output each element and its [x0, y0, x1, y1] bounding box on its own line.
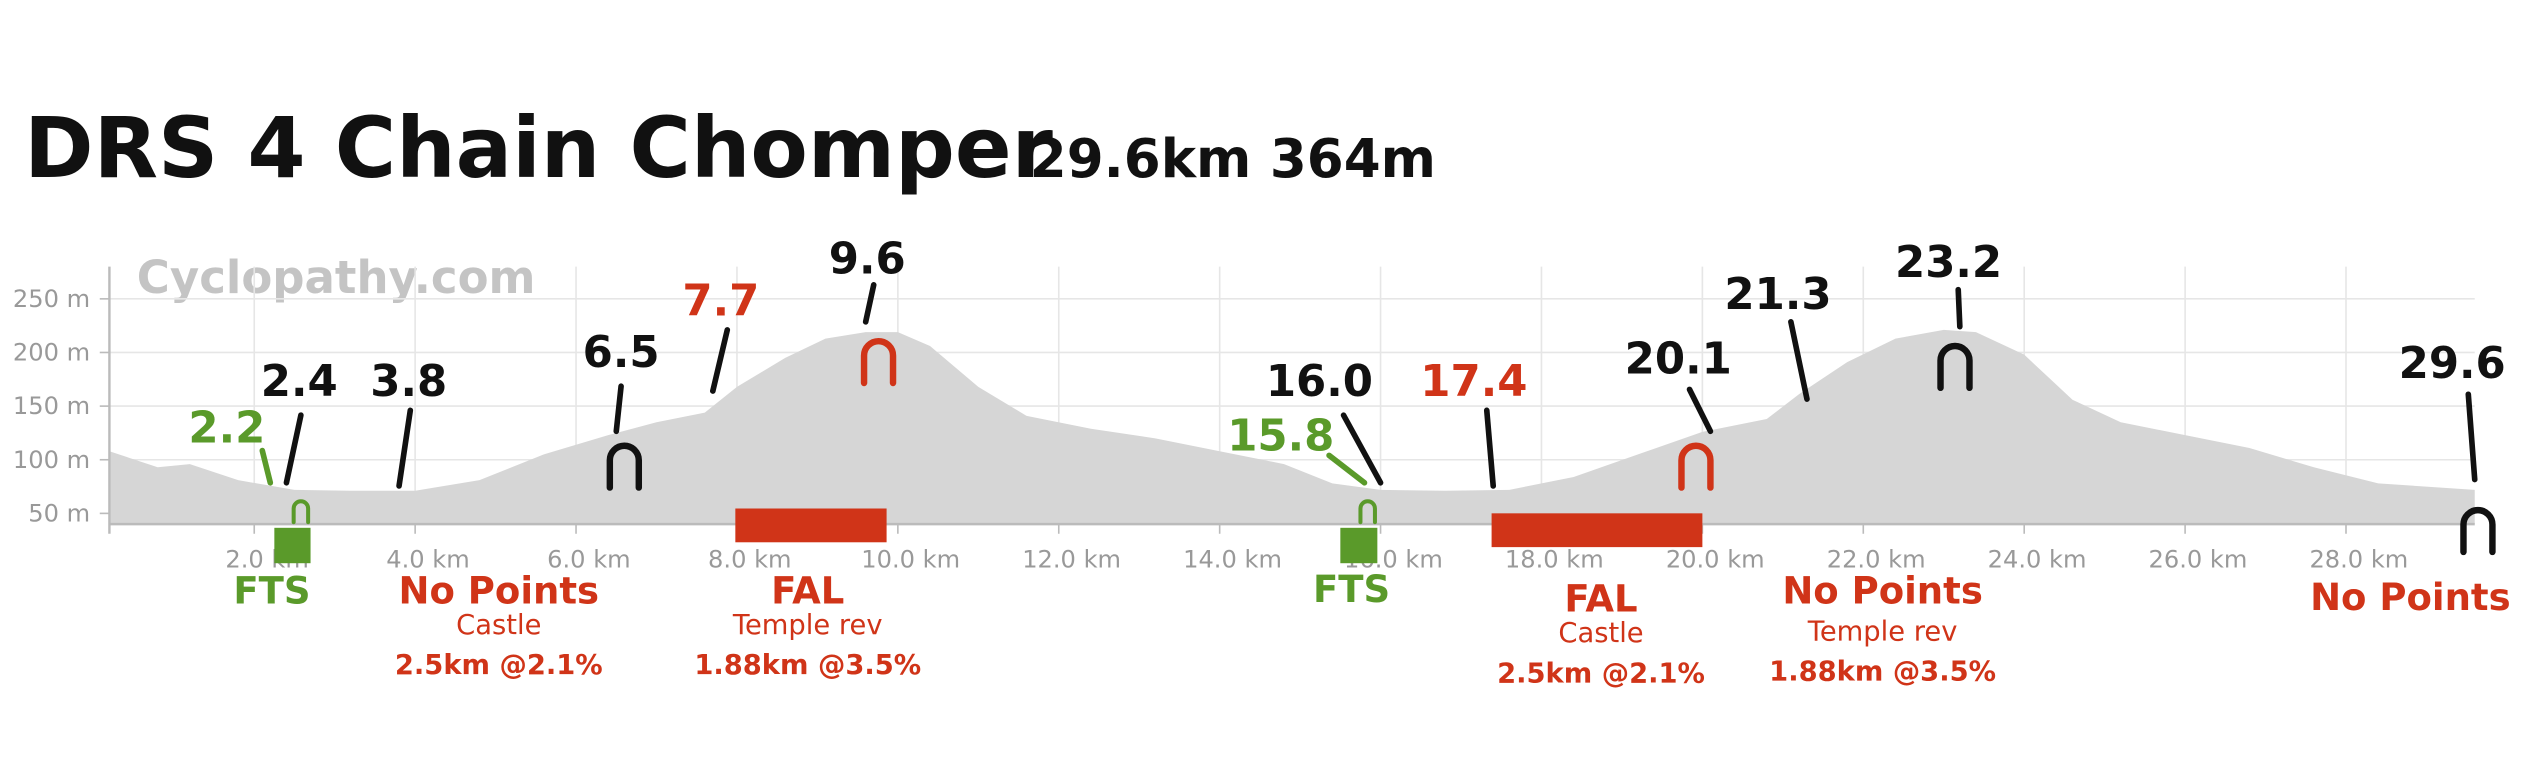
- chart-subtitle: 29.6km 364m: [1030, 128, 1436, 190]
- x-tick-label: 6.0 km: [547, 546, 631, 574]
- marker-label: 29.6: [2399, 339, 2506, 389]
- marker-leader: [1955, 286, 1963, 330]
- x-tick-label: 14.0 km: [1183, 546, 1282, 574]
- marker-leader: [1326, 452, 1368, 486]
- x-tick-label: 8.0 km: [708, 546, 792, 574]
- section-bar: [1491, 513, 1703, 548]
- annotation-heading: No Points: [399, 569, 600, 612]
- annotation-detail: 2.5km @2.1%: [1497, 658, 1705, 689]
- marker-leader: [1686, 386, 1714, 435]
- marker-label: 17.4: [1420, 357, 1527, 407]
- marker-label: 6.5: [583, 328, 660, 378]
- annotation-heading: FTS: [1313, 568, 1390, 611]
- section-bar: [1340, 527, 1378, 564]
- marker-label: 15.8: [1227, 412, 1334, 462]
- x-tick-label: 26.0 km: [2149, 546, 2248, 574]
- annotation-heading: No Points: [1782, 569, 1983, 612]
- climb-icon: [2460, 506, 2496, 556]
- annotation-heading: No Points: [2310, 576, 2511, 619]
- climb-icon: [860, 338, 897, 387]
- x-tick-label: 28.0 km: [2309, 546, 2408, 574]
- annotation-detail: 1.88km @3.5%: [1769, 657, 1996, 688]
- marker-leader: [2465, 391, 2478, 483]
- marker-leader: [259, 447, 274, 486]
- y-tick-label: 100 m: [13, 446, 90, 474]
- annotation-detail: 1.88km @3.5%: [694, 650, 921, 681]
- marker-label: 7.7: [682, 276, 759, 326]
- marker-label: 23.2: [1895, 238, 2002, 288]
- climb-icon: [291, 499, 311, 525]
- annotation-detail: 2.5km @2.1%: [395, 650, 603, 681]
- x-tick-label: 10.0 km: [861, 546, 960, 574]
- marker-leader: [1483, 407, 1497, 489]
- chart-title: DRS 4 Chain Chomper: [24, 99, 1054, 197]
- elevation-area: [109, 329, 2475, 525]
- marker-label: 9.6: [829, 235, 906, 285]
- annotation-heading: FAL: [1564, 577, 1637, 620]
- y-tick-label: 200 m: [13, 339, 90, 367]
- marker-label: 3.8: [370, 357, 447, 407]
- section-bar: [274, 527, 311, 564]
- marker-label: 2.4: [261, 357, 338, 407]
- x-tick-label: 4.0 km: [386, 546, 470, 574]
- x-tick-label: 18.0 km: [1505, 546, 1604, 574]
- marker-label: 16.0: [1266, 357, 1373, 407]
- annotation-heading: FAL: [771, 569, 844, 612]
- y-tick-label: 50 m: [28, 499, 90, 527]
- climb-icon: [1678, 442, 1714, 491]
- annotation-detail: Castle: [1558, 618, 1643, 649]
- marker-leader: [396, 407, 414, 489]
- marker-label: 2.2: [188, 404, 265, 454]
- watermark: Cyclopathy.com: [137, 251, 536, 304]
- marker-label: 21.3: [1724, 270, 1831, 320]
- x-tick-label: 22.0 km: [1827, 546, 1926, 574]
- marker-leader: [862, 282, 877, 325]
- x-tick-label: 24.0 km: [1988, 546, 2087, 574]
- marker-leader: [709, 327, 731, 394]
- climb-icon: [1358, 499, 1377, 525]
- section-bar: [735, 508, 887, 543]
- marker-leader: [283, 412, 304, 486]
- annotation-detail: Temple rev: [1807, 616, 1958, 647]
- y-tick-label: 150 m: [13, 392, 90, 420]
- climb-icon: [1937, 342, 1973, 392]
- x-tick-label: 12.0 km: [1022, 546, 1121, 574]
- marker-leader: [1788, 319, 1810, 402]
- annotation-detail: Temple rev: [732, 610, 883, 641]
- marker-leader: [613, 383, 624, 435]
- climb-icon: [606, 442, 643, 491]
- annotation-heading: FTS: [233, 569, 310, 612]
- y-tick-label: 250 m: [13, 285, 90, 313]
- x-tick-label: 20.0 km: [1666, 546, 1765, 574]
- marker-leader: [1340, 412, 1384, 486]
- annotation-detail: Castle: [456, 610, 541, 641]
- marker-label: 20.1: [1625, 334, 1732, 384]
